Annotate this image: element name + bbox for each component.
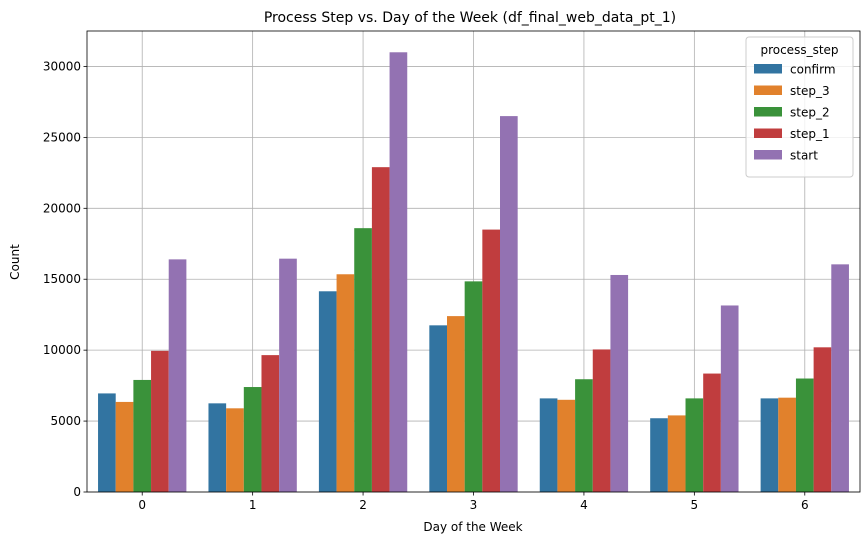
- bar-step_1-day-0: [151, 350, 169, 492]
- bar-start-day-0: [168, 259, 187, 492]
- bar-step_2-day-0: [133, 379, 152, 492]
- legend-swatch-step_2: [754, 107, 782, 117]
- bar-step_1-day-5: [703, 373, 721, 492]
- y-tick-label: 15000: [43, 272, 81, 286]
- bar-start-day-1: [279, 258, 297, 492]
- legend-label-step_3: step_3: [790, 84, 830, 98]
- legend-swatch-start: [754, 150, 782, 160]
- y-tick-label: 0: [73, 485, 81, 499]
- bar-confirm-day-6: [760, 398, 779, 492]
- x-tick-label: 2: [359, 498, 367, 512]
- bar-step_1-day-3: [482, 229, 501, 493]
- bar-confirm-day-2: [318, 291, 337, 492]
- bar-step_1-day-4: [592, 349, 611, 492]
- bar-confirm-day-1: [208, 403, 227, 492]
- legend-label-confirm: confirm: [790, 63, 836, 77]
- y-tick-label: 5000: [50, 414, 81, 428]
- bar-start-day-5: [720, 305, 739, 492]
- legend-label-start: start: [790, 149, 818, 163]
- bar-step_2-day-3: [464, 281, 483, 492]
- legend-swatch-step_1: [754, 128, 782, 138]
- bar-start-day-6: [831, 264, 849, 492]
- bar-step_3-day-4: [557, 399, 576, 492]
- bar-step_3-day-0: [115, 401, 134, 492]
- y-axis-label: Count: [8, 244, 22, 280]
- bar-step_3-day-5: [667, 415, 686, 492]
- bar-step_3-day-6: [778, 397, 796, 492]
- bar-step_2-day-2: [354, 228, 372, 493]
- bar-confirm-day-5: [650, 418, 668, 492]
- y-tick-label: 25000: [43, 130, 81, 144]
- chart-title: Process Step vs. Day of the Week (df_fin…: [264, 10, 676, 26]
- x-tick-label: 1: [249, 498, 257, 512]
- legend-swatch-step_3: [754, 85, 782, 95]
- x-tick-label: 3: [470, 498, 478, 512]
- y-tick-label: 20000: [43, 201, 81, 215]
- bar-step_3-day-2: [336, 274, 355, 492]
- bars: [98, 52, 849, 493]
- bar-step_1-day-1: [261, 355, 280, 492]
- x-tick-label: 0: [138, 498, 146, 512]
- y-tick-label: 30000: [43, 59, 81, 73]
- bar-step_2-day-6: [795, 378, 814, 492]
- bar-start-day-3: [500, 116, 518, 492]
- bar-step_2-day-5: [685, 398, 704, 492]
- legend-label-step_2: step_2: [790, 106, 830, 120]
- legend-title: process_step: [760, 43, 838, 57]
- x-axis-label: Day of the Week: [423, 520, 522, 534]
- bar-step_1-day-2: [371, 167, 390, 492]
- y-tick-label: 10000: [43, 343, 81, 357]
- x-axis-ticks: 0 1 2 3 4 5 6: [138, 492, 809, 512]
- bar-step_3-day-1: [226, 408, 244, 492]
- bar-confirm-day-0: [98, 393, 116, 492]
- bar-confirm-day-4: [539, 398, 558, 492]
- legend-label-step_1: step_1: [790, 127, 830, 141]
- bar-start-day-2: [389, 52, 408, 493]
- bar-step_3-day-3: [446, 316, 465, 492]
- bar-step_2-day-1: [243, 387, 262, 492]
- bar-start-day-4: [610, 274, 629, 492]
- x-tick-label: 4: [580, 498, 588, 512]
- x-tick-label: 5: [691, 498, 699, 512]
- y-axis-ticks: 0 5000 10000 15000 20000 25000 30000: [43, 59, 87, 499]
- x-tick-label: 6: [801, 498, 809, 512]
- bar-step_2-day-4: [575, 379, 593, 492]
- legend-swatch-confirm: [754, 64, 782, 74]
- bar-step_1-day-6: [813, 347, 832, 492]
- bar-confirm-day-3: [429, 325, 447, 492]
